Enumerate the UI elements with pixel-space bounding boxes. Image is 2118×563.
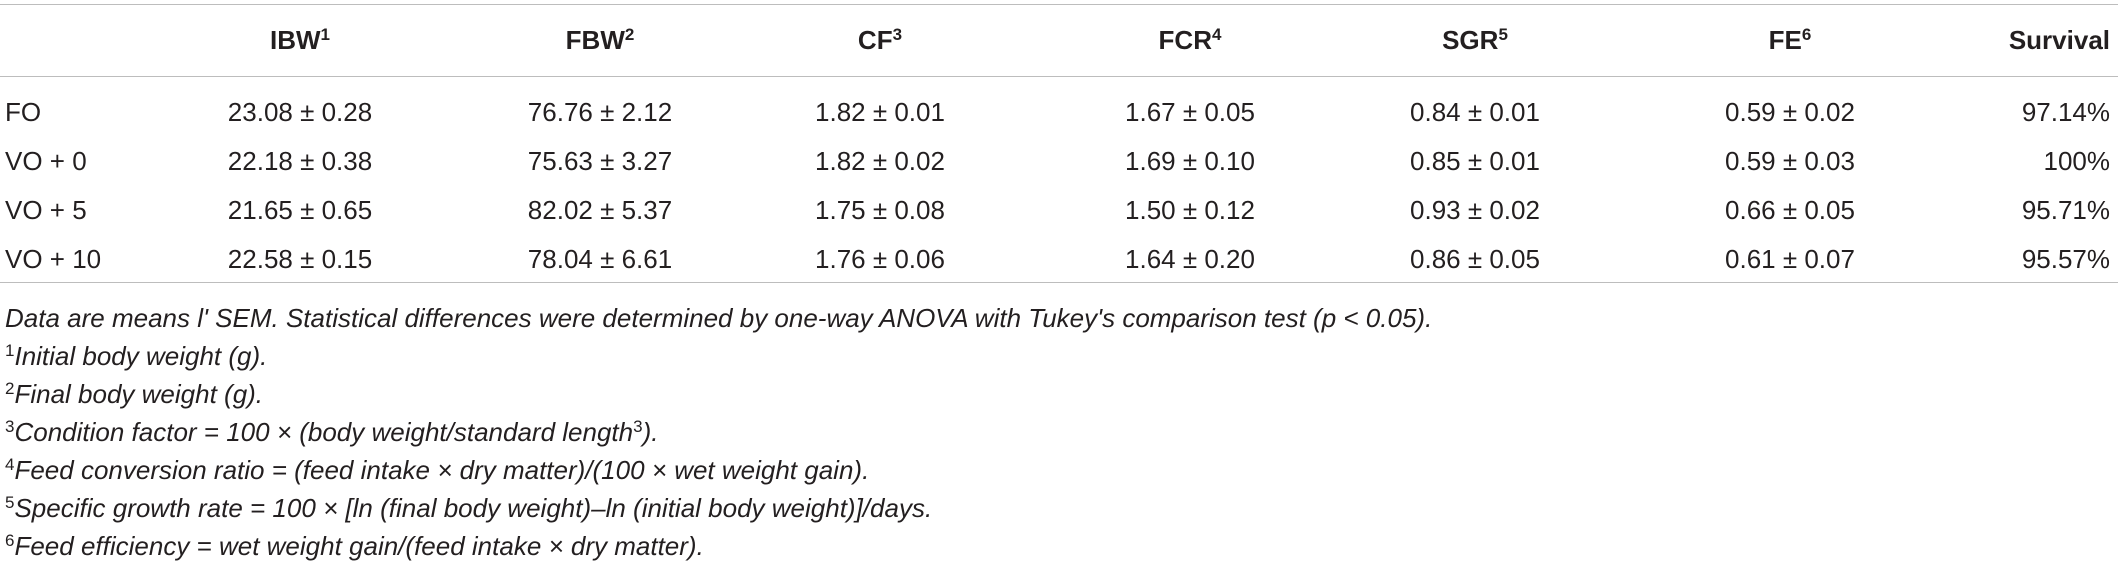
header-rule [0,76,2118,77]
row-label: VO + 10 [5,244,102,274]
footnote-text: Final body weight (g). [14,379,264,409]
header-cell: Survival [2009,25,2110,55]
data-cell: 0.86 ± 0.05 [1410,244,1540,274]
data-cell: 1.69 ± 0.10 [1125,146,1255,176]
header-sup: 3 [892,25,903,44]
footnote-mark: 2 [5,379,15,398]
header-cell: FBW2 [566,25,635,55]
row-label: VO + 0 [5,146,87,176]
header-cell: SGR5 [1442,25,1508,55]
row-label: VO + 5 [5,195,87,225]
header-text: FBW [565,25,625,55]
footnote: 6Feed efficiency = wet weight gain/(feed… [5,531,704,561]
bottom-rule [0,282,2118,283]
header-cell: FCR4 [1159,25,1222,55]
top-rule [0,4,2118,5]
footnote-sup: 3 [633,417,643,436]
data-cell: 22.18 ± 0.38 [227,146,373,176]
header-sup: 2 [624,25,635,44]
data-cell: 0.61 ± 0.07 [1725,244,1855,274]
header-text: FCR [1158,25,1212,55]
data-cell: 95.71% [2021,195,2110,225]
data-cell: 0.85 ± 0.01 [1410,146,1540,176]
data-cell: 100% [2043,146,2111,176]
data-cell: 1.82 ± 0.02 [815,146,945,176]
data-cell: 1.50 ± 0.12 [1125,195,1255,225]
footnote: 2Final body weight (g). [5,379,263,409]
data-cell: 1.76 ± 0.06 [815,244,945,274]
footnote-text: Specific growth rate = 100 × [ln (final … [14,493,933,523]
footnote: 3Condition factor = 100 × (body weight/s… [5,417,658,447]
footnote: 4Feed conversion ratio = (feed intake × … [5,455,869,485]
data-cell: 82.02 ± 5.37 [527,195,673,225]
header-sup: 1 [320,25,331,44]
data-cell: 0.59 ± 0.03 [1725,146,1855,176]
footnote-mark: 3 [5,417,15,436]
footnote-mark: 6 [5,531,15,550]
data-cell: 75.63 ± 3.27 [527,146,673,176]
header-cell: IBW1 [270,25,330,55]
data-cell: 23.08 ± 0.28 [227,97,373,127]
data-cell: 1.67 ± 0.05 [1125,97,1255,127]
header-sup: 6 [1801,25,1812,44]
footnote: 5Specific growth rate = 100 × [ln (final… [5,493,932,523]
header-text: FE [1768,25,1802,55]
data-cell: 0.59 ± 0.02 [1725,97,1855,127]
footnote-mark: 5 [5,493,15,512]
data-cell: 1.64 ± 0.20 [1125,244,1255,274]
row-label: FO [5,97,42,127]
footnote-mark: 1 [5,341,15,360]
footnote-text: Feed conversion ratio = (feed intake × d… [14,455,870,485]
header-sup: 4 [1211,25,1222,44]
footnote-text: ). [642,417,659,447]
data-cell: 76.76 ± 2.12 [527,97,673,127]
header-text: Survival [2008,25,2110,55]
data-cell: 97.14% [2021,97,2110,127]
data-cell: 0.66 ± 0.05 [1725,195,1855,225]
footnote-mark: 4 [5,455,15,474]
header-sup: 5 [1498,25,1508,44]
data-cell: 0.93 ± 0.02 [1410,195,1540,225]
data-cell: 1.82 ± 0.01 [815,97,945,127]
footnote-text: Condition factor = 100 × (body weight/st… [14,417,634,447]
footnote-text: Data are means l' SEM. Statistical diffe… [5,303,1433,333]
footnote-text: Feed efficiency = wet weight gain/(feed … [14,531,704,561]
header-text: IBW [269,25,321,55]
data-cell: 78.04 ± 6.61 [527,244,673,274]
data-cell: 0.84 ± 0.01 [1410,97,1540,127]
data-cell: 22.58 ± 0.15 [227,244,373,274]
header-cell: CF3 [858,25,902,55]
data-cell: 21.65 ± 0.65 [227,195,373,225]
header-cell: FE6 [1769,25,1812,55]
header-text: SGR [1442,25,1499,55]
footnote-text: Initial body weight (g). [14,341,268,371]
header-text: CF [857,25,893,55]
footnote: 1Initial body weight (g). [5,341,267,371]
footnote: Data are means l' SEM. Statistical diffe… [5,303,1432,333]
data-cell: 95.57% [2021,244,2110,274]
data-cell: 1.75 ± 0.08 [815,195,945,225]
